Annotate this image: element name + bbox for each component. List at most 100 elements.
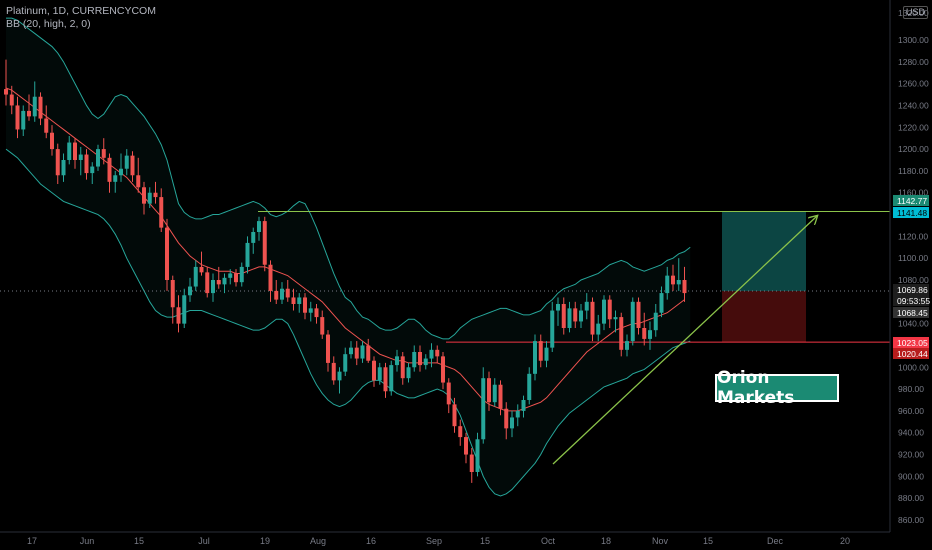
candle	[337, 367, 342, 394]
candle	[90, 162, 95, 184]
candle-body	[176, 307, 181, 324]
candle	[492, 378, 497, 407]
candle-body	[188, 286, 192, 296]
candle	[556, 297, 560, 326]
candle	[343, 347, 348, 376]
candle-body	[590, 301, 595, 335]
candle-body	[199, 266, 204, 273]
candle	[636, 297, 641, 335]
candle-body	[21, 110, 26, 130]
candle-body	[90, 166, 95, 174]
candle-body	[648, 330, 652, 339]
candle-body	[659, 293, 664, 313]
candle-body	[418, 352, 422, 366]
candle-body	[153, 192, 158, 198]
price-label: 1142.77	[893, 195, 929, 206]
candle	[510, 410, 514, 438]
candle-body	[441, 356, 445, 383]
price-tick: 1200.00	[898, 144, 929, 154]
time-tick: 15	[134, 536, 144, 546]
candle-body	[211, 280, 215, 294]
candle-body	[320, 317, 325, 335]
candle	[297, 293, 302, 313]
candle	[487, 371, 491, 411]
candle	[251, 227, 256, 254]
price-label-bg	[893, 284, 929, 295]
candle-body	[274, 290, 279, 300]
price-label: 09:53:55	[893, 295, 930, 306]
candle-body	[251, 232, 256, 243]
bb-upper-line	[6, 17, 691, 340]
price-tick: 940.00	[898, 428, 924, 438]
stop-zone	[722, 291, 806, 343]
candle-body	[395, 356, 399, 366]
candle	[573, 301, 578, 328]
time-tick: Oct	[541, 536, 556, 546]
candle-body	[642, 328, 647, 339]
candle-body	[205, 272, 210, 294]
price-label: 1069.86	[893, 284, 929, 295]
price-tick: 1220.00	[898, 122, 929, 132]
bb-lower-line	[5, 148, 691, 497]
candle	[602, 295, 606, 331]
candle-body	[326, 334, 330, 363]
candle-body	[55, 149, 60, 176]
candle	[21, 105, 26, 136]
candle	[533, 334, 537, 381]
candle	[124, 149, 129, 176]
candle-body	[458, 426, 463, 438]
candle-body	[360, 345, 365, 359]
currency-badge[interactable]: USD	[903, 6, 929, 19]
candle-body	[619, 317, 624, 350]
bb-fill	[6, 18, 691, 496]
candle-body	[291, 297, 296, 304]
price-tick: 860.00	[898, 515, 924, 525]
price-label-text: 1023.05	[897, 338, 928, 348]
candle-body	[665, 275, 670, 294]
candle	[176, 295, 181, 333]
candle	[262, 216, 267, 272]
candle-body	[297, 297, 302, 304]
price-tick: 980.00	[898, 384, 924, 394]
price-tick: 1000.00	[898, 362, 929, 372]
indicator-legend[interactable]: BB (20, high, 2, 0)	[6, 18, 91, 30]
candle-body	[67, 142, 72, 160]
candle	[4, 59, 8, 106]
candle	[377, 362, 382, 385]
candle-body	[521, 400, 526, 411]
candle-body	[142, 187, 146, 204]
candle	[406, 362, 411, 383]
candle-body	[165, 227, 169, 280]
candle-body	[538, 341, 543, 361]
candle-body	[561, 304, 566, 328]
candle-body	[38, 96, 43, 119]
candle-body	[15, 105, 20, 130]
candle	[32, 81, 37, 122]
candle-body	[4, 89, 8, 95]
candle	[239, 262, 244, 287]
candle-body	[285, 288, 290, 298]
candle-body	[556, 304, 560, 311]
candle-body	[303, 297, 307, 313]
candle-body	[630, 301, 635, 342]
candle-body	[625, 341, 629, 350]
candle	[44, 105, 49, 139]
time-tick: Nov	[652, 536, 669, 546]
candle-body	[50, 132, 54, 150]
candle	[567, 301, 572, 333]
candle	[544, 341, 549, 368]
candle-body	[337, 371, 342, 381]
candle	[349, 341, 353, 359]
candle	[354, 341, 359, 366]
candle-body	[308, 308, 313, 313]
candle-body	[515, 410, 520, 418]
symbol-legend[interactable]: Platinum, 1D, CURRENCYCOM	[6, 5, 156, 17]
candle	[130, 151, 135, 182]
candle	[193, 260, 198, 291]
candle	[538, 334, 543, 368]
candle	[222, 273, 227, 294]
candle	[389, 360, 394, 396]
candle-body	[159, 197, 164, 228]
price-label-bg	[893, 207, 929, 218]
